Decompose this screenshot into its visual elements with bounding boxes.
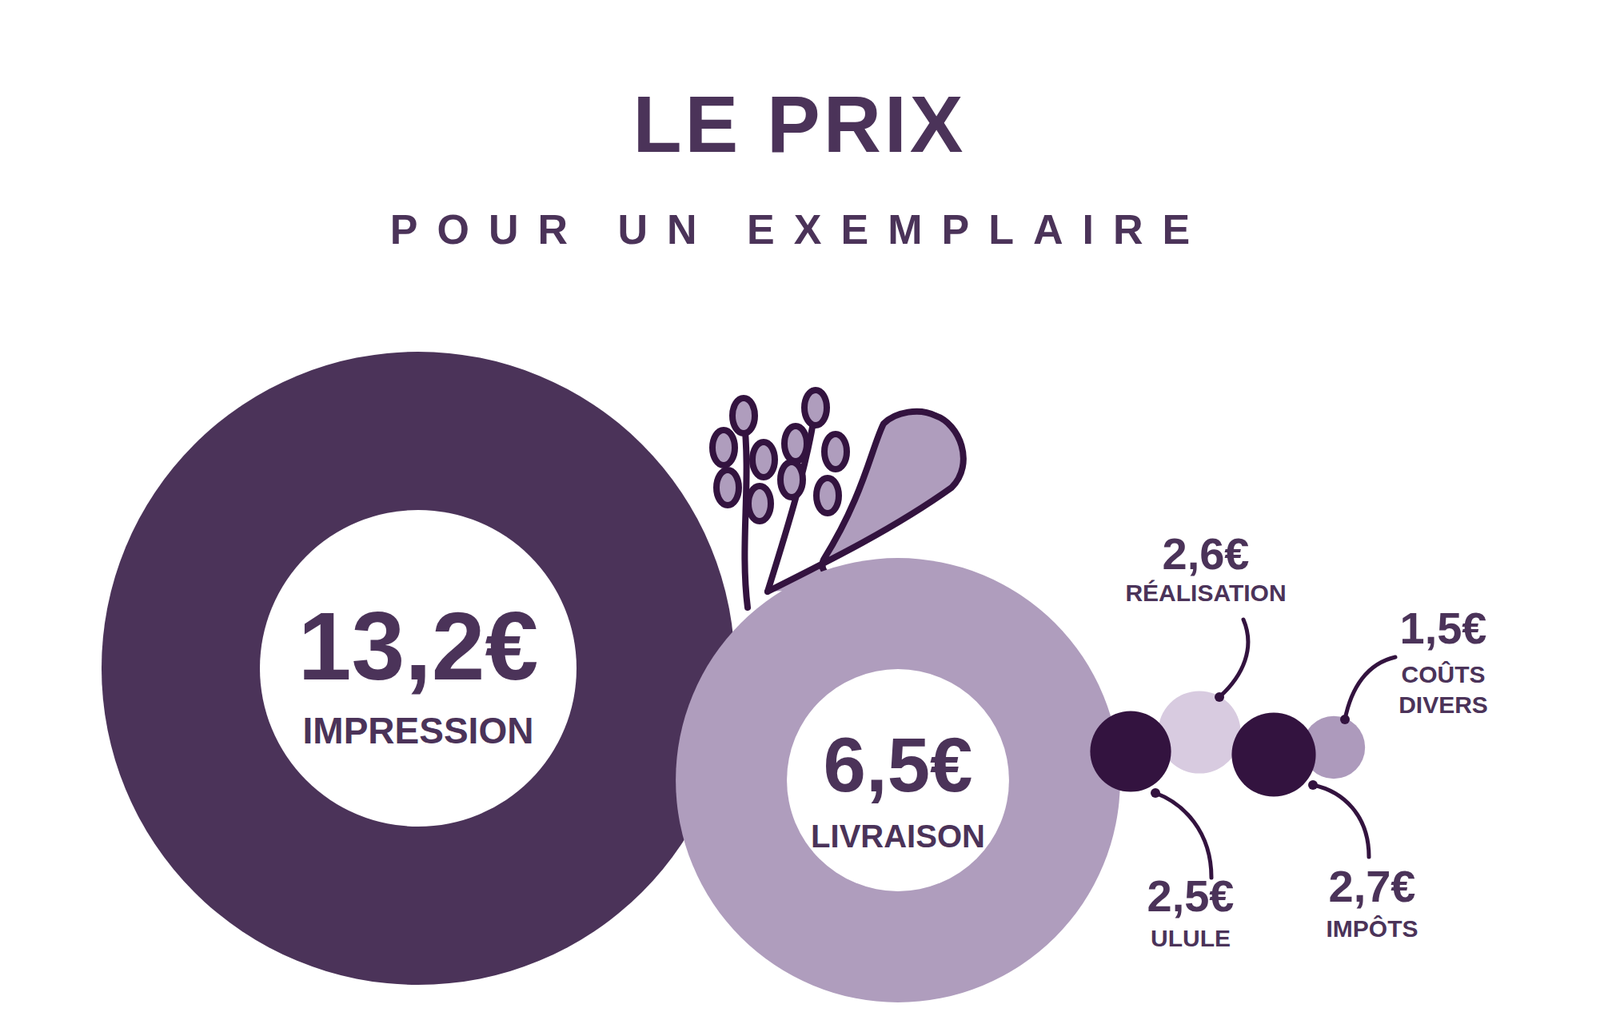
leaf bbox=[752, 442, 775, 478]
category-label: DIVERS bbox=[1398, 691, 1489, 719]
arrow bbox=[1214, 619, 1249, 703]
bubble-group bbox=[101, 351, 735, 986]
arrow-line bbox=[1312, 785, 1369, 858]
bubble-group bbox=[1157, 690, 1241, 774]
data-label: 6,5€ bbox=[823, 722, 974, 808]
leaf bbox=[824, 434, 847, 470]
category-label: LIVRAISON bbox=[810, 818, 986, 854]
title: LE PRIX bbox=[633, 79, 967, 169]
leaf bbox=[732, 398, 755, 434]
bubble-group bbox=[1231, 712, 1316, 797]
leaf bbox=[780, 462, 803, 498]
bubble-group bbox=[675, 558, 1121, 1003]
arrow-head bbox=[1308, 780, 1318, 791]
category-label: RÉALISATION bbox=[1125, 579, 1286, 607]
leaf bbox=[816, 478, 839, 514]
data-label: 2,5€ bbox=[1147, 870, 1235, 922]
data-label: 13,2€ bbox=[298, 592, 539, 700]
category-label: IMPRESSION bbox=[303, 710, 535, 752]
leaf bbox=[716, 470, 739, 506]
bubble bbox=[1089, 710, 1171, 792]
category-label: IMPÔTS bbox=[1325, 915, 1418, 942]
bubble-group bbox=[1089, 710, 1171, 792]
category-label: COÛTS bbox=[1401, 661, 1486, 688]
chart: LE PRIX POUR UN EXEMPLAIRE 13,2€ IMPRESSION… bbox=[0, 0, 1600, 1020]
data-label: 2,6€ bbox=[1162, 528, 1250, 579]
arrow bbox=[1340, 657, 1396, 725]
data-label: 1,5€ bbox=[1400, 602, 1488, 654]
bubble-hole bbox=[259, 510, 577, 827]
arrow bbox=[1308, 780, 1369, 858]
bubble bbox=[101, 351, 735, 986]
arrow-head bbox=[1150, 788, 1161, 799]
arrow-line bbox=[1219, 619, 1249, 698]
arrow-line bbox=[1344, 657, 1396, 720]
arrow-line bbox=[1155, 793, 1212, 878]
bubble bbox=[675, 558, 1121, 1003]
leaf bbox=[804, 390, 827, 426]
arrow-head bbox=[1214, 692, 1225, 703]
bubble bbox=[1231, 712, 1316, 797]
arrow bbox=[1150, 788, 1212, 878]
leaf bbox=[748, 486, 771, 522]
data-label: 2,7€ bbox=[1328, 861, 1417, 912]
leaf bbox=[784, 426, 807, 462]
subtitle: POUR UN EXEMPLAIRE bbox=[390, 206, 1209, 253]
stem bbox=[767, 407, 816, 592]
category-label: ULULE bbox=[1150, 925, 1231, 952]
leaf bbox=[712, 430, 735, 466]
arrow-head bbox=[1340, 714, 1350, 725]
bubble-hole bbox=[786, 669, 1010, 892]
bubble bbox=[1157, 690, 1241, 774]
